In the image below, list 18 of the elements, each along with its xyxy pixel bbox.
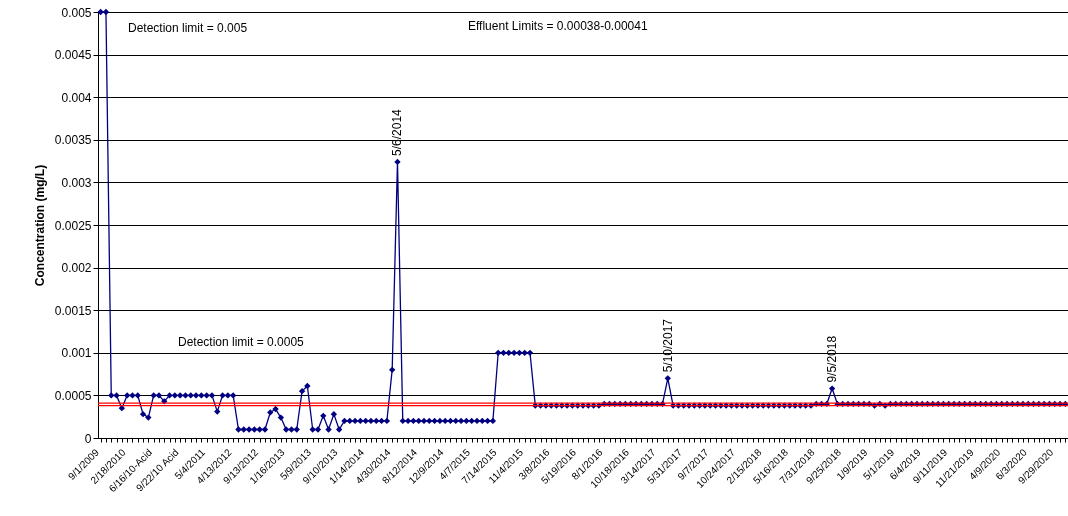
annotation: Detection limit = 0.0005 [178, 335, 305, 349]
y-tick-label: 0.003 [61, 175, 92, 190]
annotation: 5/6/2014 [390, 108, 405, 156]
annotation: 5/10/2017 [660, 318, 675, 373]
y-tick-label: 0.0045 [54, 48, 92, 63]
annotation: 9/5/2018 [825, 335, 840, 383]
y-tick-label: 0.0025 [54, 218, 92, 233]
y-tick-label: 0.002 [61, 261, 92, 276]
y-tick-label: 0.0015 [54, 303, 92, 318]
y-tick-label: 0.005 [61, 5, 92, 20]
annotation: Effluent Limits = 0.00038-0.00041 [468, 19, 648, 33]
y-tick-label: 0.0005 [54, 388, 92, 403]
y-tick-label: 0.001 [61, 346, 92, 361]
annotation: Detection limit = 0.005 [128, 21, 248, 35]
y-tick-label: 0.0035 [54, 133, 92, 148]
y-tick-label: 0.004 [61, 90, 92, 105]
y-tick-label: 0 [84, 431, 92, 446]
y-axis-title: Concentration (mg/L) [32, 164, 47, 287]
